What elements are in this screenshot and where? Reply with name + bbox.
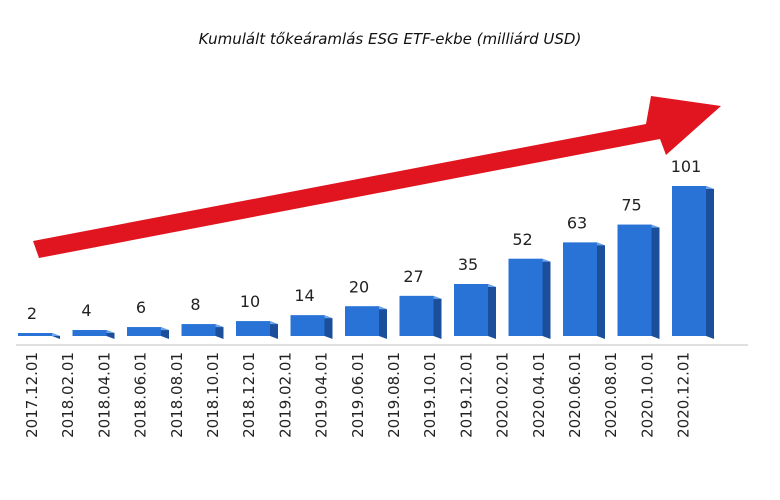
x-tick-label: 2020.06.01 — [566, 352, 584, 438]
bar-side — [488, 284, 496, 339]
x-tick-label: 2019.08.01 — [385, 352, 403, 438]
bar-side — [215, 324, 224, 339]
data-label: 8 — [190, 295, 200, 314]
x-tick-label: 2018.04.01 — [95, 352, 113, 438]
x-tick-label: 2019.06.01 — [349, 352, 367, 438]
bar-front — [290, 315, 325, 336]
x-tick-label: 2020.08.01 — [602, 352, 620, 438]
bar-side — [651, 224, 660, 339]
bar-front — [72, 330, 107, 336]
data-label: 6 — [136, 298, 146, 317]
x-tick-label: 2019.02.01 — [276, 352, 294, 438]
bar — [508, 258, 551, 339]
x-tick-label: 2017.12.01 — [23, 352, 41, 438]
data-label: 2 — [27, 304, 37, 323]
x-tick-label: 2018.08.01 — [168, 352, 186, 438]
x-tick-label: 2018.02.01 — [59, 352, 77, 438]
chart-title: Kumulált tőkeáramlás ESG ETF-ekbe (milli… — [198, 30, 582, 48]
bar — [290, 315, 333, 339]
data-label: 10 — [240, 292, 260, 311]
bar-front — [617, 224, 652, 336]
x-tick-label: 2018.12.01 — [240, 352, 258, 438]
x-tick-label: 2019.04.01 — [313, 352, 331, 438]
bar — [127, 327, 169, 339]
bar-front — [672, 186, 706, 336]
bar-side — [324, 315, 333, 339]
bar-front — [345, 306, 379, 336]
bar-front — [236, 321, 270, 336]
x-tick-label: 2020.10.01 — [638, 352, 656, 438]
bar-front — [508, 258, 543, 336]
bar — [454, 284, 496, 339]
x-tick-label: 2020.12.01 — [675, 352, 693, 438]
data-label: 35 — [458, 255, 478, 274]
bar — [399, 295, 442, 339]
bar-front — [563, 242, 597, 336]
trend-arrow — [33, 96, 721, 258]
bar-front — [399, 295, 434, 336]
bar-side — [706, 186, 714, 339]
bar-front — [127, 327, 161, 336]
x-tick-label: 2020.02.01 — [494, 352, 512, 438]
data-label: 20 — [349, 277, 369, 296]
x-tick-label: 2018.06.01 — [132, 352, 150, 438]
data-label: 63 — [567, 213, 587, 232]
bar — [617, 224, 660, 339]
data-label: 75 — [621, 196, 641, 215]
bar-side — [542, 258, 551, 339]
bar — [18, 333, 60, 339]
bar — [236, 321, 278, 339]
data-label: 4 — [81, 301, 91, 320]
bar-side — [597, 242, 605, 339]
bar-front — [18, 333, 52, 336]
bar-side — [433, 295, 442, 339]
bar-side — [270, 321, 278, 339]
data-label: 14 — [294, 286, 314, 305]
bar-front — [454, 284, 488, 336]
bar — [563, 242, 605, 339]
bar — [72, 330, 115, 339]
data-label: 52 — [512, 230, 532, 249]
x-tick-label: 2019.12.01 — [457, 352, 475, 438]
x-tick-label: 2018.10.01 — [204, 352, 222, 438]
bar — [345, 306, 387, 339]
bar — [181, 324, 224, 339]
data-label: 27 — [403, 267, 423, 286]
data-label: 101 — [671, 157, 702, 176]
bar-side — [379, 306, 387, 339]
bar — [672, 186, 714, 339]
bar-front — [181, 324, 216, 336]
x-tick-label: 2020.04.01 — [530, 352, 548, 438]
x-tick-label: 2019.10.01 — [421, 352, 439, 438]
